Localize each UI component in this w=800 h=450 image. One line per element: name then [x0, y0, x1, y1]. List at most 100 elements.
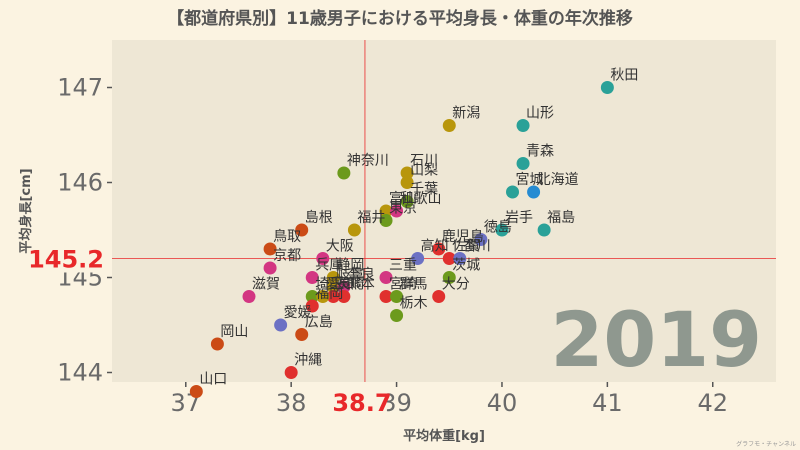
- data-point: [295, 223, 309, 237]
- data-point: [495, 223, 509, 237]
- point-label: 山形: [526, 106, 554, 122]
- data-point: [527, 185, 541, 199]
- point-label: 鳥取: [273, 229, 301, 245]
- point-label: 長崎: [336, 277, 364, 293]
- point-label: 東京: [389, 201, 417, 217]
- data-point: [263, 261, 277, 275]
- point-label: 広島: [305, 315, 333, 331]
- point-label: 岡山: [220, 324, 248, 340]
- data-point: [390, 290, 404, 303]
- y-tick-label: 147: [57, 74, 103, 102]
- point-label: 新潟: [452, 106, 480, 122]
- point-label: 大分: [442, 277, 470, 293]
- data-points: [189, 81, 614, 398]
- point-label: 熊本: [347, 277, 375, 293]
- point-label: 茨城: [452, 258, 480, 274]
- data-point: [326, 280, 340, 294]
- data-point: [326, 271, 340, 284]
- point-label: 青森: [526, 144, 554, 160]
- data-point: [305, 271, 319, 284]
- data-point: [411, 252, 425, 265]
- point-label: 香川: [463, 239, 491, 255]
- point-label: 鹿児島: [442, 228, 484, 245]
- data-point: [305, 299, 319, 313]
- plot-area: [112, 40, 776, 382]
- point-label: 徳島: [484, 220, 512, 236]
- data-point: [474, 233, 488, 246]
- y-axis-label: 平均身長[cm]: [18, 168, 34, 253]
- year-label: 2019: [550, 295, 762, 384]
- point-label: 沖縄: [294, 353, 322, 369]
- x-tick-label: 41: [592, 389, 623, 417]
- point-label: 奈良: [347, 267, 375, 283]
- point-label: 秋田: [610, 68, 638, 84]
- point-label: 群馬: [400, 277, 428, 293]
- data-point: [516, 119, 530, 132]
- point-label: 埼玉: [315, 277, 343, 293]
- data-point: [337, 290, 351, 303]
- point-label: 山口: [199, 372, 227, 388]
- data-point: [295, 328, 309, 341]
- reference-x-label: 38.7: [332, 389, 391, 417]
- point-label: 愛知: [326, 276, 354, 293]
- data-point: [400, 195, 414, 208]
- data-point: [390, 309, 404, 322]
- data-point: [210, 337, 224, 351]
- data-point: [400, 176, 414, 189]
- data-point: [453, 252, 467, 265]
- data-point: [337, 280, 351, 294]
- data-point: [379, 204, 393, 218]
- data-point: [442, 252, 456, 265]
- point-label: 富山: [389, 190, 417, 207]
- point-label: 和歌山: [400, 191, 442, 207]
- data-point: [242, 290, 256, 303]
- y-tick-label: 144: [57, 359, 103, 387]
- data-point: [326, 290, 340, 303]
- data-point: [400, 166, 414, 180]
- point-label: 宮城: [516, 172, 544, 188]
- point-label: 京都: [273, 248, 301, 264]
- point-label: 山梨: [410, 163, 438, 179]
- x-tick-label: 38: [276, 389, 307, 417]
- data-point: [316, 290, 330, 303]
- data-point: [442, 271, 456, 284]
- point-label: 福井: [357, 210, 385, 226]
- data-point: [379, 271, 393, 284]
- x-axis-label: 平均体重[kg]: [403, 428, 485, 444]
- x-tick-label: 40: [487, 389, 518, 417]
- point-label: 兵庫: [315, 257, 343, 274]
- point-label: 宮崎: [389, 277, 417, 293]
- data-point: [516, 157, 530, 170]
- data-point: [442, 119, 456, 132]
- point-label: 島根: [305, 210, 333, 226]
- data-point: [274, 318, 288, 332]
- point-label: 岐阜: [336, 266, 364, 283]
- chart-title: 【都道府県別】11歳男子における平均身長・体重の年次推移: [167, 8, 633, 29]
- point-label: 栃木: [400, 296, 428, 312]
- data-point: [432, 290, 446, 303]
- x-tick-label: 42: [697, 389, 728, 417]
- point-label: 高知: [421, 238, 449, 255]
- data-point: [379, 290, 393, 303]
- data-point: [284, 366, 298, 379]
- point-label: 大阪: [326, 239, 354, 255]
- y-tick-label: 146: [57, 169, 103, 197]
- point-label: 愛媛: [284, 305, 312, 321]
- data-point: [305, 290, 319, 303]
- point-label: 静岡: [336, 258, 364, 274]
- data-point: [390, 204, 404, 218]
- reference-y-label-bg: [34, 244, 106, 273]
- data-point: [432, 242, 446, 256]
- data-point: [506, 185, 520, 199]
- reference-y-label: 145.2: [28, 246, 104, 274]
- data-point: [537, 223, 551, 237]
- data-point: [316, 252, 330, 265]
- data-point: [189, 385, 203, 398]
- point-label: 石川: [410, 153, 438, 169]
- data-point: [600, 81, 614, 94]
- credit-label: グラフモ・チャンネル: [736, 440, 796, 448]
- point-label: 三重: [389, 258, 417, 274]
- point-label: 福島: [547, 210, 575, 226]
